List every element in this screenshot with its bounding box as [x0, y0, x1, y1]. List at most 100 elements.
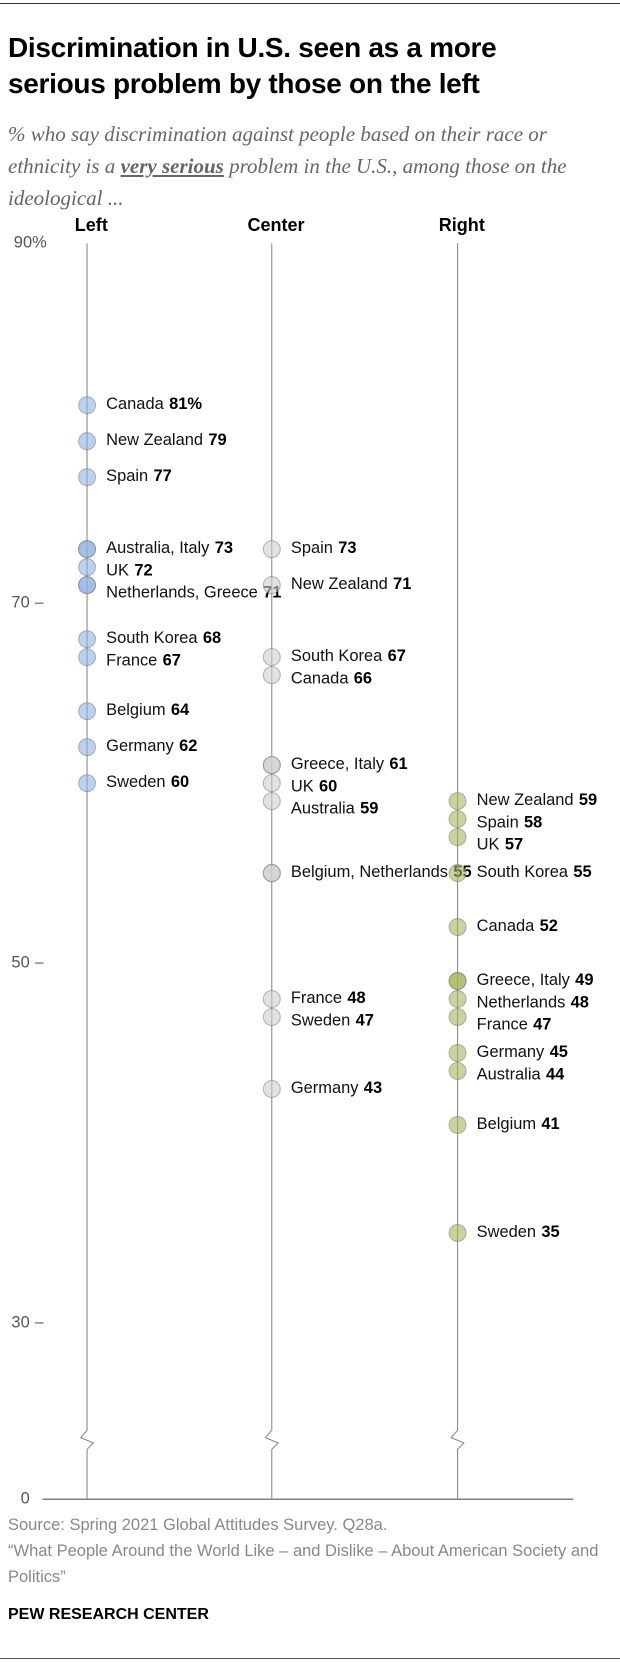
dot-label: France 67: [106, 652, 181, 670]
label-value: 60: [171, 773, 189, 791]
dot: [78, 432, 97, 451]
dot: [448, 792, 467, 811]
dot: [78, 558, 97, 577]
label-name: Spain: [477, 814, 519, 832]
dot-label: Australia 44: [477, 1066, 565, 1084]
label-value: 62: [179, 737, 197, 755]
label-name: Germany: [291, 1079, 359, 1097]
label-name: Canada: [291, 670, 349, 688]
dot: [78, 468, 97, 487]
dot-label: Sweden 60: [106, 773, 189, 791]
y-tick-label: 50: [11, 953, 29, 971]
dot: [448, 1044, 467, 1063]
label-value: 45: [550, 1043, 568, 1061]
dot-label: Belgium 64: [106, 701, 190, 719]
dot: [78, 702, 97, 721]
label-value: 81%: [169, 396, 202, 414]
y-tick-label: 30: [11, 1313, 29, 1331]
label-name: Belgium: [106, 701, 165, 719]
dot: [448, 1061, 467, 1081]
label-value: 73: [215, 540, 233, 558]
label-value: 73: [338, 540, 356, 558]
dot: [78, 630, 97, 649]
dot-label: Spain 58: [477, 814, 543, 832]
label-name: France: [106, 652, 157, 670]
dot: [78, 774, 97, 793]
dot-label: UK 57: [477, 836, 523, 854]
dot-label: Germany 43: [291, 1079, 382, 1097]
column-header: Center: [247, 215, 304, 235]
dot: [262, 864, 281, 883]
label-name: Sweden: [291, 1012, 350, 1030]
dot: [262, 648, 281, 667]
dot: [262, 774, 281, 793]
label-value: 71: [393, 576, 411, 594]
label-value: 66: [354, 670, 372, 688]
dot: [78, 540, 97, 559]
subtitle-emphasis: very serious: [120, 154, 224, 178]
dot: [262, 990, 281, 1009]
label-name: New Zealand: [106, 432, 203, 450]
label-name: Netherlands: [477, 994, 566, 1012]
dot: [78, 648, 97, 667]
label-name: Sweden: [477, 1223, 536, 1241]
label-value: 48: [347, 989, 365, 1007]
dot: [448, 1008, 467, 1027]
dot: [448, 1115, 467, 1135]
label-value: 59: [579, 791, 597, 809]
column-axis: [264, 243, 280, 1500]
dot-label: Sweden 47: [291, 1012, 374, 1030]
column-header: Right: [439, 215, 485, 235]
label-value: 60: [319, 778, 337, 796]
dot-label: France 48: [291, 989, 366, 1007]
label-value: 48: [571, 994, 589, 1012]
dot-label: France 47: [477, 1016, 552, 1034]
dot-label: Canada 66: [291, 670, 372, 688]
label-name: UK: [291, 778, 314, 796]
subtitle-text: problem in the U.S., among those on the …: [8, 154, 567, 210]
note: “What People Around the World Like – and…: [8, 1542, 599, 1586]
chart-title: Discrimination in U.S. seen as a more se…: [8, 32, 497, 99]
label-name: UK: [106, 562, 129, 580]
label-value: 61: [389, 755, 407, 773]
label-name: Australia: [291, 800, 356, 818]
dot-label: Greece, Italy 49: [477, 971, 594, 989]
dot-label: Belgium 41: [477, 1115, 560, 1133]
label-value: 59: [360, 800, 378, 818]
dot: [262, 756, 281, 775]
label-name: South Korea: [291, 647, 383, 665]
bottom-rule: [0, 1658, 620, 1659]
column-header: Left: [75, 215, 108, 235]
dot-label: Canada 52: [477, 917, 558, 935]
label-value: 58: [524, 814, 542, 832]
label-name: France: [291, 989, 342, 1007]
label-value: 77: [154, 468, 172, 486]
dot-label: Greece, Italy 61: [291, 755, 408, 773]
label-name: Spain: [291, 540, 333, 558]
label-value: 49: [575, 971, 593, 989]
dot-label: New Zealand 71: [291, 576, 411, 594]
dot-label: Canada 81%: [106, 396, 202, 414]
dot: [448, 810, 467, 829]
label-value: 67: [163, 652, 181, 670]
y-tick-label: 70: [11, 593, 29, 611]
label-name: Australia, Italy: [106, 540, 210, 558]
label-name: Canada: [477, 917, 535, 935]
subtitle-text: % who say discrimination against people …: [8, 122, 547, 178]
dot-label: UK 60: [291, 778, 337, 796]
label-value: 47: [533, 1016, 551, 1034]
label-name: Netherlands, Greece: [106, 584, 258, 602]
label-name: Canada: [106, 396, 164, 414]
label-value: 41: [541, 1115, 559, 1133]
dot: [448, 1223, 467, 1242]
label-name: Australia: [477, 1066, 542, 1084]
dot: [262, 666, 281, 685]
label-value: 68: [203, 629, 221, 647]
label-name: South Korea: [106, 629, 198, 647]
dot-label: South Korea 67: [291, 647, 406, 665]
label-name: France: [477, 1016, 528, 1034]
label-name: Germany: [106, 737, 174, 755]
dot-label: Spain 73: [291, 540, 357, 558]
dot: [448, 918, 467, 937]
